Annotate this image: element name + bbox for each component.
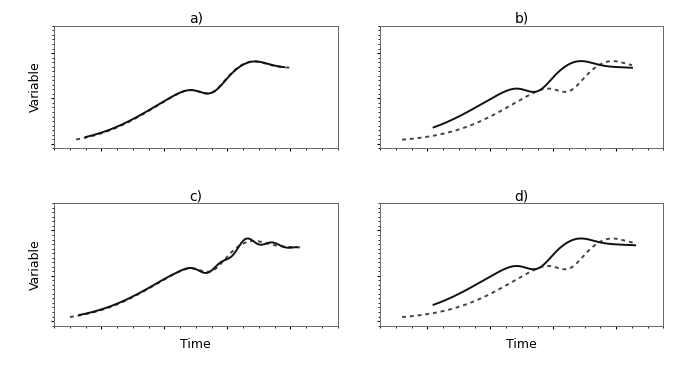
X-axis label: Time: Time <box>181 338 211 351</box>
Title: a): a) <box>189 12 203 26</box>
X-axis label: Time: Time <box>506 338 537 351</box>
Title: c): c) <box>190 189 202 203</box>
Title: b): b) <box>515 12 529 26</box>
Y-axis label: Variable: Variable <box>28 62 42 112</box>
Title: d): d) <box>515 189 529 203</box>
Y-axis label: Variable: Variable <box>28 239 42 290</box>
